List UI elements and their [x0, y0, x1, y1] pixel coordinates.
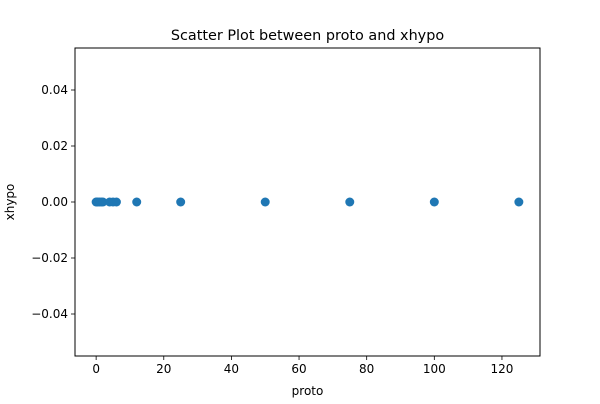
data-points: [91, 197, 524, 207]
y-tick-label: 0.02: [41, 139, 68, 153]
x-tick-label: 120: [491, 362, 514, 376]
data-point: [176, 197, 186, 207]
data-point: [98, 197, 108, 207]
data-point: [132, 197, 142, 207]
x-tick-label: 0: [92, 362, 100, 376]
data-point: [260, 197, 270, 207]
x-tick-label: 60: [291, 362, 306, 376]
x-axis-label: proto: [292, 384, 324, 398]
y-tick-label: 0.04: [41, 83, 68, 97]
plot-frame: [74, 47, 541, 357]
y-tick-label: −0.02: [31, 251, 68, 265]
y-tick-label: −0.04: [31, 307, 68, 321]
y-axis-ticks: −0.04 −0.02 0.00 0.02 0.04: [31, 83, 75, 321]
data-point: [111, 197, 121, 207]
x-tick-label: 40: [224, 362, 239, 376]
x-axis-ticks: 0 20 40 60 80 100 120: [92, 356, 513, 376]
y-tick-label: 0.00: [41, 195, 68, 209]
x-tick-label: 100: [423, 362, 446, 376]
x-tick-label: 20: [156, 362, 171, 376]
y-axis-label: xhypo: [3, 184, 17, 221]
chart-title: Scatter Plot between proto and xhypo: [171, 28, 444, 44]
data-point: [345, 197, 355, 207]
data-point: [429, 197, 439, 207]
x-tick-label: 80: [359, 362, 374, 376]
data-point: [514, 197, 524, 207]
